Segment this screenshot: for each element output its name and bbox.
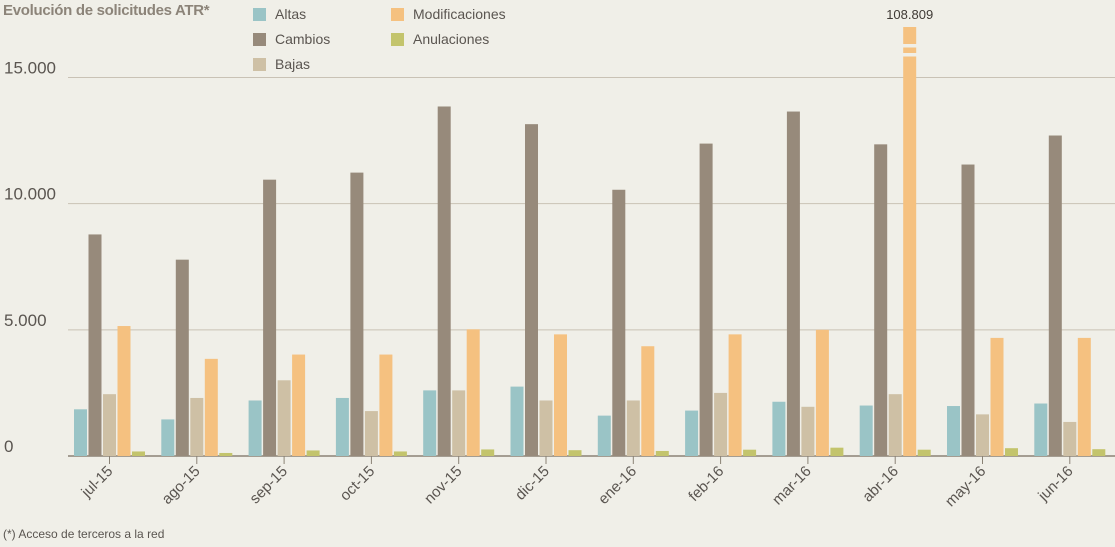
bar — [743, 449, 757, 456]
bar — [103, 394, 116, 456]
bar — [699, 143, 713, 457]
footnote: (*) Acceso de terceros a la red — [3, 527, 165, 541]
bar — [204, 358, 218, 456]
bar — [277, 380, 291, 456]
legend-item: Anulaciones — [391, 31, 489, 47]
bar — [190, 397, 204, 456]
legend-item: Bajas — [253, 56, 310, 72]
legend-swatch — [253, 57, 266, 71]
legend-swatch — [253, 32, 266, 46]
y-tick-label: 5.000 — [4, 311, 47, 330]
bar — [350, 172, 364, 456]
legend-swatch — [253, 7, 266, 21]
bar — [437, 106, 451, 456]
legend-label: Modificaciones — [413, 6, 506, 22]
x-tick-label: may-16 — [942, 463, 989, 510]
legend-swatch — [391, 32, 404, 46]
bar — [248, 400, 262, 456]
x-tick-label: feb-16 — [685, 463, 727, 505]
bar — [74, 409, 87, 456]
legend-item: Altas — [253, 6, 306, 22]
bar — [379, 354, 393, 456]
legend-swatch — [391, 7, 404, 21]
bar — [714, 392, 728, 456]
bar — [801, 406, 815, 456]
bar — [175, 259, 189, 456]
bar — [568, 450, 582, 456]
bar — [306, 450, 320, 456]
axis-break — [902, 44, 918, 48]
bar — [786, 111, 800, 456]
x-tick-label: jul-15 — [78, 463, 117, 502]
legend-item: Cambios — [253, 31, 330, 47]
bar — [903, 27, 917, 456]
axis-break — [902, 53, 918, 57]
bar — [335, 397, 349, 456]
bar — [1063, 421, 1077, 456]
bar — [859, 405, 873, 456]
x-tick-label: oct-15 — [337, 463, 379, 505]
bar — [597, 415, 611, 456]
bar — [292, 354, 306, 456]
x-tick-label: jun-16 — [1034, 463, 1076, 505]
legend-item: Modificaciones — [391, 6, 506, 22]
bar — [161, 419, 175, 456]
bar — [364, 411, 378, 456]
bar — [1005, 448, 1018, 456]
bar — [612, 189, 626, 457]
legend-label: Cambios — [275, 31, 331, 47]
bar — [132, 451, 145, 456]
x-tick-label: dic-15 — [512, 463, 553, 504]
legend-label: Bajas — [275, 56, 311, 72]
bar — [830, 447, 844, 456]
x-tick-label: mar-16 — [769, 463, 815, 509]
bar — [539, 400, 553, 456]
x-tick-label: nov-15 — [421, 463, 465, 507]
bar — [961, 164, 975, 456]
bar — [990, 337, 1004, 456]
y-tick-label: 15.000 — [4, 58, 56, 77]
bar — [452, 390, 466, 456]
legend-label: Altas — [275, 6, 307, 22]
bar — [976, 414, 989, 456]
bar — [423, 390, 437, 456]
bar — [874, 144, 888, 456]
y-tick-label: 0 — [4, 437, 13, 456]
bar — [393, 451, 407, 456]
bar — [655, 450, 669, 456]
x-tick-label: abr-16 — [859, 463, 902, 506]
bar — [772, 401, 786, 456]
bar — [1092, 449, 1106, 456]
bar — [219, 452, 233, 456]
bar — [888, 394, 902, 456]
bar — [1077, 337, 1091, 456]
bar — [88, 234, 102, 456]
bar — [641, 346, 655, 456]
bar — [525, 124, 538, 456]
bar — [626, 400, 640, 456]
bar — [1048, 135, 1062, 456]
data-label: 108.809 — [886, 7, 933, 22]
x-tick-label: sep-15 — [246, 463, 290, 507]
bar — [728, 334, 742, 456]
x-tick-label: ago-15 — [159, 463, 204, 508]
bar — [263, 179, 277, 456]
bar — [917, 449, 931, 456]
chart-title: Evolución de solicitudes ATR* — [3, 2, 210, 19]
bar — [481, 449, 495, 456]
legend-label: Anulaciones — [413, 31, 490, 47]
bar — [1034, 403, 1048, 456]
bar — [947, 406, 960, 456]
bar — [554, 334, 567, 456]
bar — [466, 329, 480, 456]
bar — [815, 329, 829, 456]
x-tick-label: ene-16 — [595, 463, 640, 508]
bar — [685, 410, 699, 456]
bar — [510, 386, 524, 456]
bar — [117, 326, 131, 456]
y-tick-label: 10.000 — [4, 185, 56, 204]
